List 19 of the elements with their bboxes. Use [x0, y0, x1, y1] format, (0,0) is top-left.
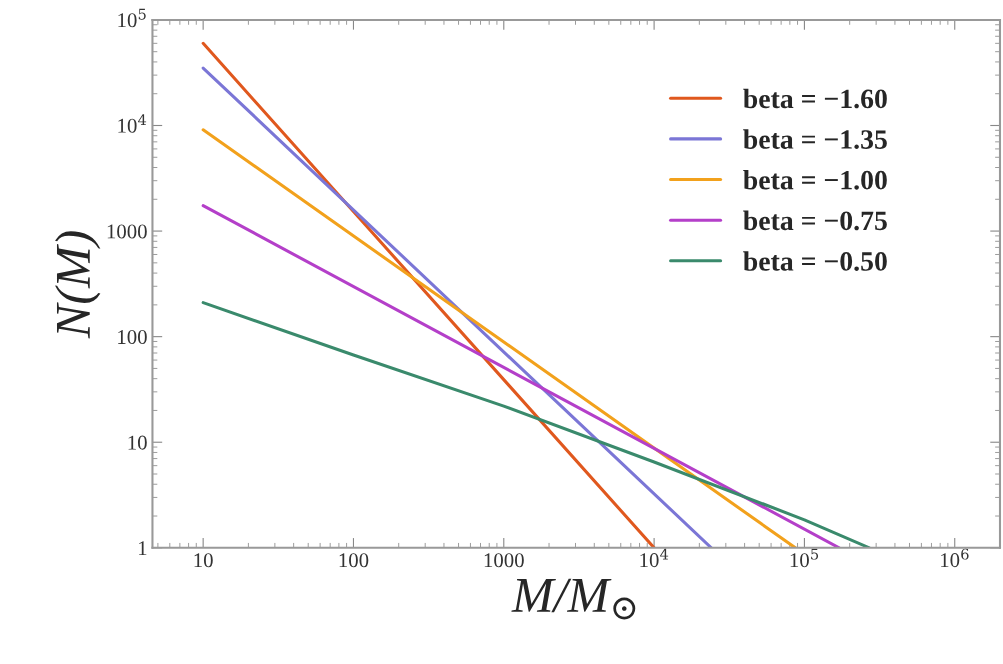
y-tick-label: 10$^{5}$ [118, 8, 146, 28]
y-tick-label: 1000 [107, 224, 147, 239]
legend-label: beta = −0.50 [743, 251, 887, 271]
x-tick-label: 100 [339, 553, 369, 568]
y-tick-label: 1 [139, 541, 147, 556]
y-axis-title: N(M) [55, 231, 101, 339]
x-tick-label: 10$^{4}$ [640, 548, 669, 568]
x-tick-label: 1000 [484, 553, 524, 568]
legend-label: beta = −1.00 [743, 169, 887, 190]
x-tick-label: 10$^{6}$ [941, 548, 969, 568]
y-tick-label: 10$^{4}$ [118, 114, 147, 133]
y-tick-label: 10 [128, 435, 147, 450]
legend-label: beta = −0.75 [743, 210, 887, 231]
x-tick-label: 10$^{5}$ [790, 548, 819, 568]
y-tick-label: 100 [118, 330, 147, 345]
x-axis-title: M/M$_{⊙}$ [511, 578, 636, 620]
x-tick-label: 10 [194, 553, 213, 568]
legend-label: beta = −1.35 [743, 129, 887, 150]
legend-label: beta = −1.60 [743, 88, 887, 109]
